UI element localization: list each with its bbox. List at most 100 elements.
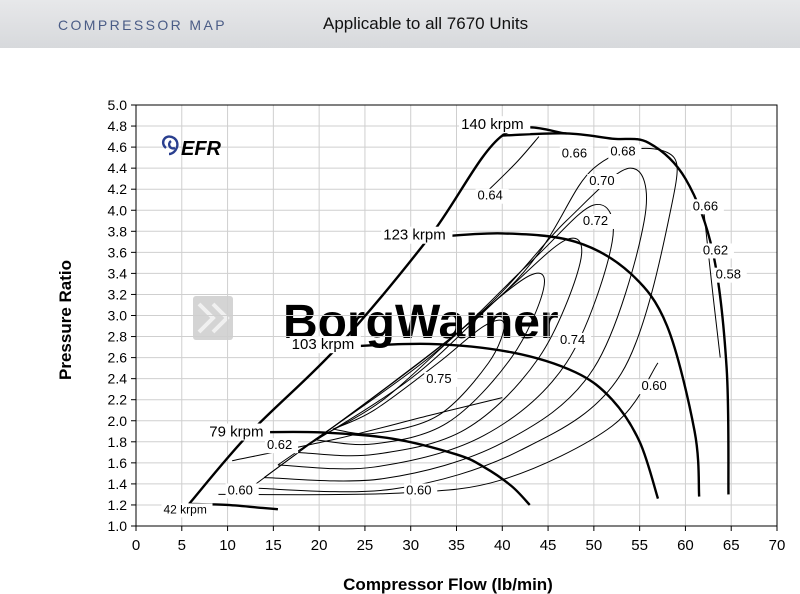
header-subtitle: Applicable to all 7670 Units — [323, 14, 529, 33]
x-tick-label: 20 — [311, 537, 328, 554]
annotation-background — [587, 173, 621, 189]
efficiency-island-line — [277, 203, 614, 470]
y-tick-label: 1.4 — [108, 476, 128, 492]
y-tick-label: 3.4 — [108, 265, 128, 281]
y-tick-label: 2.0 — [108, 413, 128, 429]
speed-line — [337, 342, 660, 500]
x-tick-label: 35 — [448, 537, 465, 554]
annotation-background — [700, 243, 734, 259]
y-tick-label: 5.0 — [108, 97, 128, 113]
efficiency-label: 0.66 — [693, 198, 718, 213]
borgwarner-watermark-logo — [193, 296, 233, 340]
y-tick-label: 2.4 — [108, 371, 128, 387]
y-tick-label: 4.8 — [108, 118, 128, 134]
efficiency-label: 0.60 — [641, 378, 666, 393]
y-tick-label: 4.6 — [108, 139, 128, 155]
x-tick-label: 50 — [586, 537, 603, 554]
annotation-background — [713, 267, 747, 283]
efficiency-islands — [218, 136, 721, 496]
efficiency-label: 0.60 — [406, 482, 431, 497]
y-tick-label: 3.8 — [108, 223, 128, 239]
x-axis-label: Compressor Flow (lb/min) — [343, 575, 553, 594]
header-banner: COMPRESSOR MAP Applicable to all 7670 Un… — [0, 0, 800, 48]
y-tick-label: 1.2 — [108, 497, 128, 513]
header-title: COMPRESSOR MAP — [58, 17, 227, 33]
speed-line-label: 123 krpm — [383, 227, 446, 244]
efficiency-island-line — [332, 319, 505, 435]
annotation-background — [424, 371, 458, 387]
x-tick-label: 0 — [132, 537, 140, 554]
annotation-background — [559, 146, 593, 162]
efr-logo-text: EFR — [181, 138, 222, 160]
efficiency-label: 0.62 — [703, 242, 728, 257]
y-tick-label: 2.2 — [108, 392, 128, 408]
efficiency-label: 0.58 — [716, 267, 741, 282]
speed-line-label: 42 krpm — [163, 502, 206, 516]
y-axis-label: Pressure Ratio — [56, 260, 75, 380]
speed-line — [428, 232, 701, 497]
efficiency-island-line — [250, 147, 678, 493]
annotation-background — [459, 116, 531, 134]
efficiency-island-line — [218, 362, 659, 496]
x-tick-label: 65 — [723, 537, 740, 554]
x-tick-label: 25 — [357, 537, 374, 554]
annotation-background — [404, 483, 438, 499]
annotation-background — [264, 438, 299, 454]
y-tick-label: 3.6 — [108, 244, 128, 260]
speed-line-label: 103 krpm — [292, 336, 355, 353]
speed-lines — [188, 126, 730, 511]
annotation-background — [289, 336, 361, 354]
y-tick-label: 3.2 — [108, 286, 128, 302]
efr-swirl-icon — [161, 135, 179, 156]
y-tick-label: 1.6 — [108, 455, 128, 471]
speed-line-label: 79 krpm — [209, 424, 263, 441]
x-tick-label: 10 — [219, 537, 236, 554]
efficiency-label: 0.68 — [610, 144, 635, 159]
chart-annotations: 140 krpm 123 krpm 103 krpm 79 krpm 42 krpm 0.… — [161, 116, 747, 518]
y-tick-label: 4.0 — [108, 202, 128, 218]
x-tick-label: 60 — [677, 537, 694, 554]
annotation-background — [161, 503, 213, 518]
x-tick-label: 5 — [178, 537, 186, 554]
efficiency-island-line — [295, 237, 583, 457]
y-tick-label: 2.6 — [108, 350, 128, 366]
x-tick-label: 55 — [631, 537, 648, 554]
annotation-background — [557, 332, 592, 348]
chart-grid — [136, 105, 777, 526]
y-tick-label: 2.8 — [108, 329, 128, 345]
y-tick-label: 1.0 — [108, 518, 128, 534]
annotation-background — [381, 226, 453, 244]
y-tick-label: 1.8 — [108, 434, 128, 450]
efr-logo: EFR — [161, 135, 222, 160]
efficiency-label: 0.72 — [583, 213, 608, 228]
efficiency-label: 0.75 — [426, 371, 451, 386]
annotation-background — [690, 199, 724, 215]
x-tick-label: 40 — [494, 537, 511, 554]
y-tick-label: 4.4 — [108, 160, 128, 176]
efficiency-label: 0.64 — [478, 188, 503, 203]
y-tick-label: 4.2 — [108, 181, 128, 197]
x-tick-label: 30 — [402, 537, 419, 554]
annotation-background — [225, 483, 259, 499]
annotation-background — [639, 379, 673, 395]
chart-axes: 0 5 10 15 20 25 30 35 40 45 50 55 60 65 70 1.0 1.2 1.4 1.6… — [108, 97, 786, 554]
annotation-background — [475, 188, 509, 204]
x-tick-label: 70 — [769, 537, 786, 554]
annotation-background — [608, 144, 642, 160]
efficiency-label: 0.70 — [589, 173, 614, 188]
speed-line — [250, 430, 531, 506]
x-tick-label: 15 — [265, 537, 282, 554]
speed-line — [502, 132, 730, 495]
annotation-background — [580, 213, 614, 229]
efficiency-label: 0.74 — [560, 332, 585, 347]
y-tick-label: 3.0 — [108, 308, 128, 324]
x-tick-label: 45 — [540, 537, 557, 554]
speed-line-label: 140 krpm — [461, 116, 524, 133]
efficiency-label: 0.60 — [228, 482, 253, 497]
efficiency-label: 0.66 — [562, 146, 587, 161]
efficiency-label: 0.62 — [267, 437, 292, 452]
annotation-background — [207, 423, 271, 441]
efficiency-island-line — [483, 136, 540, 195]
efficiency-island-line — [314, 272, 545, 446]
